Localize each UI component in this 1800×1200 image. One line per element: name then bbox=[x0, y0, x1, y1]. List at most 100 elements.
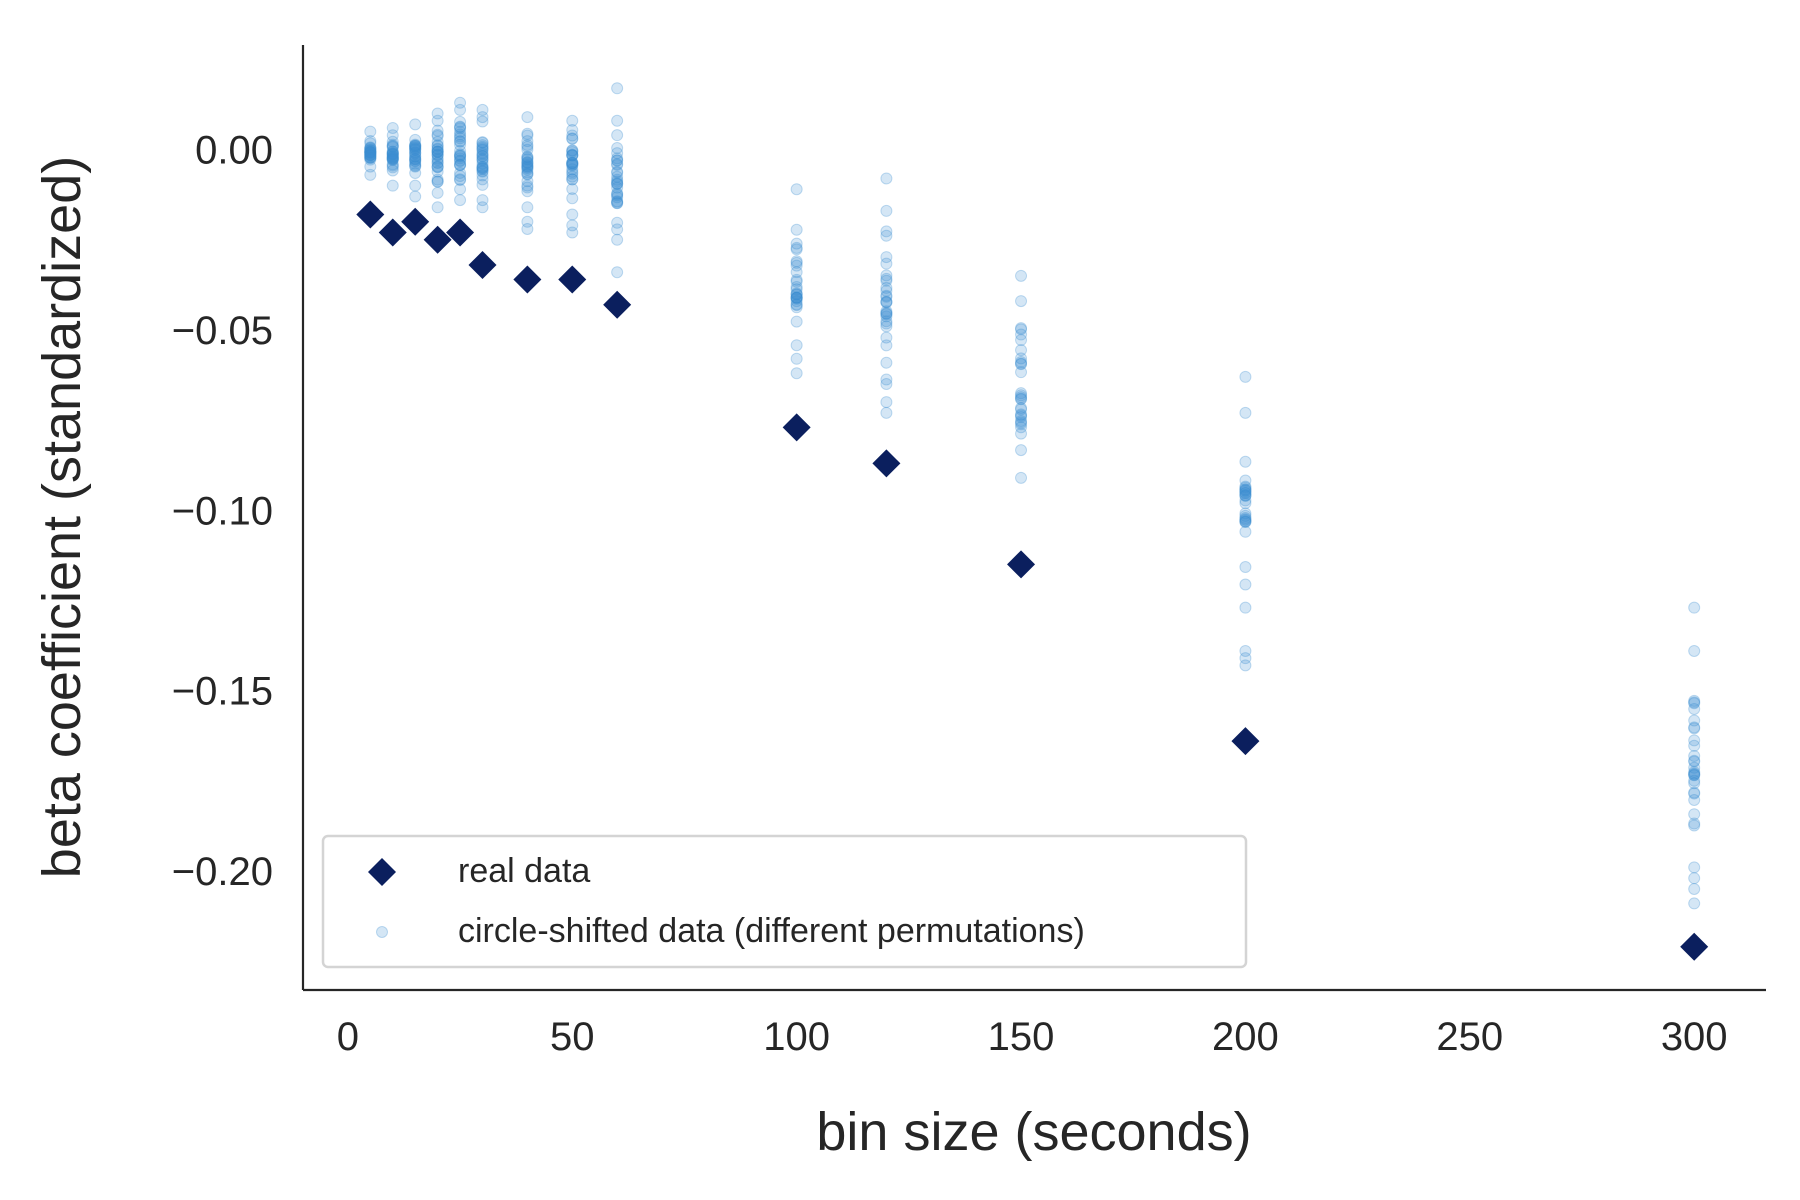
shifted-data-point bbox=[386, 148, 399, 161]
shifted-data-point bbox=[880, 356, 893, 369]
shifted-data-point bbox=[1015, 357, 1028, 370]
shifted-data-point bbox=[1239, 494, 1252, 507]
shifted-data-point bbox=[611, 129, 624, 142]
shifted-data-point bbox=[476, 154, 489, 167]
shifted-data-point bbox=[1688, 774, 1701, 787]
shifted-data-point bbox=[1688, 769, 1701, 782]
shifted-data-point bbox=[1015, 366, 1028, 379]
shifted-data-point bbox=[611, 197, 624, 210]
shifted-data-point bbox=[790, 291, 803, 304]
shifted-data-point bbox=[1239, 484, 1252, 497]
shifted-data-point bbox=[1239, 512, 1252, 525]
shifted-data-point bbox=[880, 308, 893, 321]
shifted-data-point bbox=[1015, 415, 1028, 428]
shifted-data-point bbox=[566, 144, 579, 157]
shifted-data-point bbox=[454, 115, 467, 128]
shifted-data-point bbox=[1015, 389, 1028, 402]
shifted-data-point bbox=[566, 158, 579, 171]
x-tick-label: 250 bbox=[1436, 1015, 1503, 1059]
shifted-data-point bbox=[409, 146, 422, 159]
shifted-data-point bbox=[386, 138, 399, 151]
shifted-data-point bbox=[454, 135, 467, 148]
shifted-data-point bbox=[476, 136, 489, 149]
shifted-data-point bbox=[1239, 370, 1252, 383]
shifted-data-point bbox=[566, 167, 579, 180]
shifted-data-point bbox=[1688, 768, 1701, 781]
shifted-data-point bbox=[521, 215, 534, 228]
shifted-data-point bbox=[1688, 817, 1701, 830]
shifted-data-point bbox=[566, 208, 579, 221]
shifted-data-point bbox=[880, 281, 893, 294]
shifted-data-point bbox=[790, 291, 803, 304]
shifted-data-point bbox=[1688, 786, 1701, 799]
shifted-data-point bbox=[364, 151, 377, 164]
shifted-data-point bbox=[566, 157, 579, 170]
shifted-data-point bbox=[566, 170, 579, 183]
shifted-data-point bbox=[386, 161, 399, 174]
shifted-data-point bbox=[409, 138, 422, 151]
shifted-data-point bbox=[476, 141, 489, 154]
shifted-data-point bbox=[521, 151, 534, 164]
shifted-data-point bbox=[1688, 897, 1701, 910]
shifted-data-point bbox=[454, 174, 467, 187]
real-data-point bbox=[1007, 550, 1036, 579]
shifted-data-point bbox=[521, 127, 534, 140]
real-data-point bbox=[468, 251, 497, 280]
shifted-data-point bbox=[1688, 794, 1701, 807]
shifted-data-point bbox=[790, 288, 803, 301]
shifted-data-point bbox=[386, 152, 399, 165]
shifted-data-point bbox=[611, 154, 624, 167]
shifted-data-point bbox=[386, 154, 399, 167]
x-axis-title: bin size (seconds) bbox=[816, 1102, 1251, 1162]
shifted-data-point bbox=[431, 145, 444, 158]
shifted-data-point bbox=[364, 153, 377, 166]
shifted-data-point bbox=[454, 155, 467, 168]
shifted-data-point bbox=[454, 158, 467, 171]
shifted-data-point bbox=[521, 111, 534, 124]
shifted-data-point bbox=[566, 132, 579, 145]
x-tick-labels: 0 50 100 150 200 250 300 bbox=[337, 1015, 1728, 1059]
shifted-data-point bbox=[521, 185, 534, 198]
shifted-data-point bbox=[386, 148, 399, 161]
shifted-data-point bbox=[1688, 714, 1701, 727]
shifted-data-point bbox=[431, 161, 444, 174]
shifted-data-point bbox=[566, 145, 579, 158]
shifted-data-point bbox=[611, 177, 624, 190]
shifted-data-point bbox=[790, 288, 803, 301]
shifted-data-point bbox=[476, 173, 489, 186]
shifted-data-point bbox=[386, 179, 399, 192]
shifted-data-point bbox=[364, 146, 377, 159]
shifted-data-point bbox=[409, 160, 422, 173]
shifted-data-point bbox=[790, 280, 803, 293]
shifted-data-point bbox=[386, 153, 399, 166]
shifted-data-point bbox=[521, 162, 534, 175]
shifted-data-point bbox=[476, 162, 489, 175]
shifted-data-point bbox=[1015, 418, 1028, 431]
y-tick-label: −0.05 bbox=[172, 309, 273, 353]
shifted-data-point bbox=[880, 296, 893, 309]
shifted-data-point bbox=[386, 129, 399, 142]
shifted-data-point bbox=[476, 194, 489, 207]
shifted-data-point bbox=[364, 134, 377, 147]
shifted-data-point bbox=[476, 160, 489, 173]
shifted-data-point bbox=[1688, 808, 1701, 821]
shifted-data-point bbox=[1015, 387, 1028, 400]
shifted-data-point bbox=[880, 296, 893, 309]
y-axis-title: beta coefficient (standardized) bbox=[32, 156, 92, 878]
shifted-data-point bbox=[454, 96, 467, 109]
shifted-data-point bbox=[790, 259, 803, 272]
shifted-data-point bbox=[454, 135, 467, 148]
shifted-data-point bbox=[521, 201, 534, 214]
shifted-data-point bbox=[566, 149, 579, 162]
shifted-data-point bbox=[364, 142, 377, 155]
shifted-data-point bbox=[1015, 416, 1028, 429]
shifted-data-point bbox=[409, 150, 422, 163]
shifted-data-point bbox=[431, 160, 444, 173]
shifted-data-point bbox=[1688, 697, 1701, 710]
shifted-data-point bbox=[1239, 474, 1252, 487]
shifted-data-point bbox=[1239, 483, 1252, 496]
shifted-data-point bbox=[880, 204, 893, 217]
shifted-data-point bbox=[386, 159, 399, 172]
shifted-data-point bbox=[1239, 515, 1252, 528]
